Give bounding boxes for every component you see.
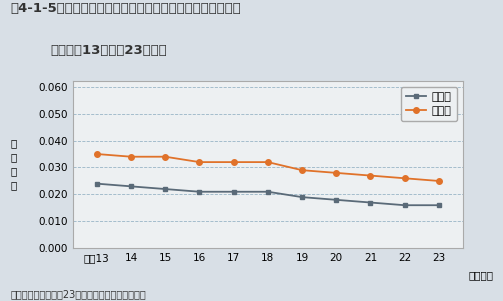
自排局 — [197, 160, 203, 164]
自排局 — [299, 168, 305, 172]
Text: 围4-1-5　対策地域における二酸化窒素濃度の年平均値の推: 围4-1-5 対策地域における二酸化窒素濃度の年平均値の推 — [10, 2, 241, 14]
一般局 — [94, 182, 100, 185]
一般局 — [197, 190, 203, 194]
自排局 — [94, 152, 100, 156]
自排局 — [128, 155, 134, 159]
自排局 — [401, 176, 407, 180]
一般局 — [401, 203, 407, 207]
自排局 — [162, 155, 169, 159]
自排局 — [333, 171, 339, 175]
自排局 — [436, 179, 442, 183]
一般局 — [231, 190, 237, 194]
一般局 — [299, 195, 305, 199]
一般局 — [162, 187, 169, 191]
Text: 資料：環境省「平成23年度大気汚染状況報告書」: 資料：環境省「平成23年度大気汚染状況報告書」 — [10, 290, 146, 299]
一般局 — [367, 201, 373, 204]
一般局 — [436, 203, 442, 207]
Text: 移（平成13年度～23年度）: 移（平成13年度～23年度） — [50, 44, 167, 57]
一般局 — [265, 190, 271, 194]
Line: 自排局: 自排局 — [94, 151, 442, 184]
自排局 — [231, 160, 237, 164]
自排局 — [367, 174, 373, 177]
Line: 一般局: 一般局 — [95, 181, 441, 208]
一般局 — [128, 185, 134, 188]
Text: （年度）: （年度） — [468, 271, 493, 281]
一般局 — [333, 198, 339, 202]
Text: 年
平
均
値: 年 平 均 値 — [11, 138, 17, 190]
自排局 — [265, 160, 271, 164]
Legend: 一般局, 自排局: 一般局, 自排局 — [401, 87, 457, 121]
